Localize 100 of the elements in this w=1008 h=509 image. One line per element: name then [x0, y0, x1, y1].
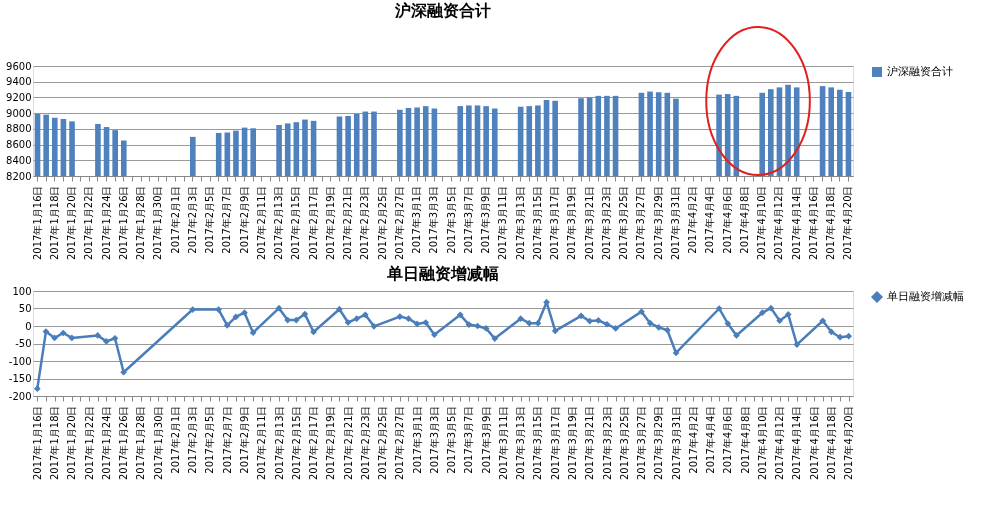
- x-tick-label: 2017年1月20日: [66, 185, 78, 261]
- y-tick-label: 0: [25, 320, 32, 332]
- x-tick-label: 2017年3月21日: [584, 405, 596, 481]
- x-tick-label: 2017年3月5日: [445, 185, 457, 254]
- y-tick-label: 9000: [6, 107, 32, 119]
- x-tick-label: 2017年2月9日: [238, 185, 250, 254]
- x-tick-label: 2017年3月19日: [566, 185, 578, 261]
- x-tick-label: 2017年2月7日: [221, 405, 233, 474]
- x-tick-label: 2017年2月17日: [308, 405, 320, 481]
- x-tick-label: 2017年4月4日: [704, 185, 716, 254]
- x-tick-label: 2017年3月13日: [514, 185, 526, 261]
- x-tick-label: 2017年1月22日: [83, 405, 95, 481]
- y-tick-label: 50: [18, 303, 32, 314]
- x-tick-label: 2017年1月30日: [152, 405, 164, 481]
- x-tick-label: 2017年2月13日: [273, 405, 285, 481]
- x-tick-label: 2017年4月4日: [705, 405, 717, 474]
- x-tick-label: 2017年3月11日: [497, 405, 509, 481]
- x-tick-label: 2017年1月28日: [135, 185, 147, 261]
- x-tick-label: 2017年3月25日: [618, 185, 630, 261]
- y-tick-label: 100: [12, 285, 32, 297]
- x-tick-label: 2017年3月25日: [618, 405, 630, 481]
- x-tick-label: 2017年1月24日: [100, 405, 112, 481]
- x-tick-label: 2017年4月2日: [687, 185, 699, 254]
- y-tick-label: 9200: [6, 91, 32, 103]
- x-tick-label: 2017年2月11日: [255, 185, 267, 261]
- x-tick-label: 2017年2月5日: [204, 185, 216, 254]
- x-tick-label: 2017年3月29日: [652, 185, 664, 261]
- y-tick-label: 8800: [6, 123, 32, 135]
- x-tick-label: 2017年3月9日: [480, 405, 492, 474]
- x-tick-label: 2017年3月7日: [462, 185, 474, 254]
- x-tick-label: 2017年2月17日: [307, 185, 319, 261]
- y-tick-label: -100: [8, 355, 32, 367]
- x-tick-label: 2017年4月20日: [842, 185, 854, 261]
- legend-label: 单日融资增减幅: [887, 290, 964, 303]
- x-tick-label: 2017年3月7日: [463, 405, 475, 474]
- x-tick-label: 2017年2月5日: [204, 405, 216, 474]
- y-tick-label: 8600: [6, 139, 32, 151]
- x-tick-label: 2017年3月19日: [566, 405, 578, 481]
- x-tick-label: 2017年3月21日: [583, 185, 595, 261]
- x-tick-label: 2017年2月13日: [273, 185, 285, 261]
- x-tick-label: 2017年4月18日: [825, 405, 837, 481]
- x-tick-label: 2017年3月31日: [670, 405, 682, 481]
- y-tick-label: -200: [8, 390, 32, 402]
- x-tick-label: 2017年2月11日: [256, 405, 268, 481]
- x-tick-label: 2017年4月18日: [825, 185, 837, 261]
- x-tick-label: 2017年3月23日: [601, 405, 613, 481]
- x-tick-label: 2017年3月1日: [411, 405, 423, 474]
- x-tick-label: 2017年2月15日: [290, 185, 302, 261]
- x-tick-label: 2017年3月17日: [549, 185, 561, 261]
- x-tick-label: 2017年2月25日: [376, 185, 388, 261]
- x-tick-label: 2017年3月15日: [531, 185, 543, 261]
- x-tick-label: 2017年2月27日: [394, 405, 406, 481]
- x-tick-label: 2017年1月26日: [118, 405, 130, 481]
- x-tick-label: 2017年2月19日: [325, 405, 337, 481]
- x-tick-label: 2017年4月14日: [790, 185, 802, 261]
- x-tick-label: 2017年1月18日: [48, 185, 60, 261]
- x-tick-label: 2017年3月15日: [532, 405, 544, 481]
- x-tick-label: 2017年4月8日: [739, 405, 751, 474]
- x-tick-label: 2017年3月17日: [549, 405, 561, 481]
- x-tick-label: 2017年4月16日: [807, 185, 819, 261]
- y-tick-label: 8400: [6, 154, 32, 166]
- x-tick-label: 2017年2月3日: [187, 405, 199, 474]
- x-tick-label: 2017年3月27日: [636, 405, 648, 481]
- x-tick-label: 2017年1月20日: [66, 405, 78, 481]
- x-tick-label: 2017年4月8日: [738, 185, 750, 254]
- y-tick-label: 8200: [6, 170, 32, 182]
- chart-title: 沪深融资合计: [394, 1, 491, 20]
- x-tick-label: 2017年1月26日: [117, 185, 129, 261]
- x-tick-label: 2017年1月18日: [49, 405, 61, 481]
- x-tick-label: 2017年2月25日: [377, 405, 389, 481]
- x-tick-label: 2017年2月21日: [342, 405, 354, 481]
- x-tick-label: 2017年4月20日: [843, 405, 855, 481]
- x-tick-label: 2017年2月1日: [169, 405, 181, 474]
- x-tick-label: 2017年1月16日: [31, 405, 43, 481]
- x-tick-label: 2017年4月2日: [687, 405, 699, 474]
- x-tick-label: 2017年2月21日: [342, 185, 354, 261]
- x-tick-label: 2017年3月27日: [635, 185, 647, 261]
- x-tick-label: 2017年4月10日: [756, 185, 768, 261]
- x-tick-label: 2017年1月28日: [135, 405, 147, 481]
- x-tick-label: 2017年2月19日: [324, 185, 336, 261]
- x-tick-label: 2017年3月13日: [515, 405, 527, 481]
- x-tick-label: 2017年1月24日: [100, 185, 112, 261]
- x-tick-label: 2017年2月23日: [359, 185, 371, 261]
- x-tick-label: 2017年4月6日: [722, 405, 734, 474]
- x-tick-label: 2017年3月3日: [428, 185, 440, 254]
- y-tick-label: 9600: [6, 60, 32, 72]
- x-tick-label: 2017年3月3日: [428, 405, 440, 474]
- y-tick-label: -150: [8, 373, 32, 384]
- y-tick-label: 9400: [6, 76, 32, 88]
- x-tick-label: 2017年4月14日: [791, 405, 803, 481]
- x-tick-label: 2017年3月31日: [669, 185, 681, 261]
- legend-label: 沪深融资合计: [887, 65, 953, 78]
- x-tick-label: 2017年1月22日: [83, 185, 95, 261]
- x-tick-label: 2017年2月1日: [169, 185, 181, 254]
- x-tick-label: 2017年3月29日: [653, 405, 665, 481]
- x-tick-label: 2017年4月6日: [721, 185, 733, 254]
- x-tick-label: 2017年2月3日: [186, 185, 198, 254]
- x-tick-label: 2017年4月10日: [756, 405, 768, 481]
- y-tick-label: -50: [15, 338, 32, 349]
- x-tick-label: 2017年2月23日: [359, 405, 371, 481]
